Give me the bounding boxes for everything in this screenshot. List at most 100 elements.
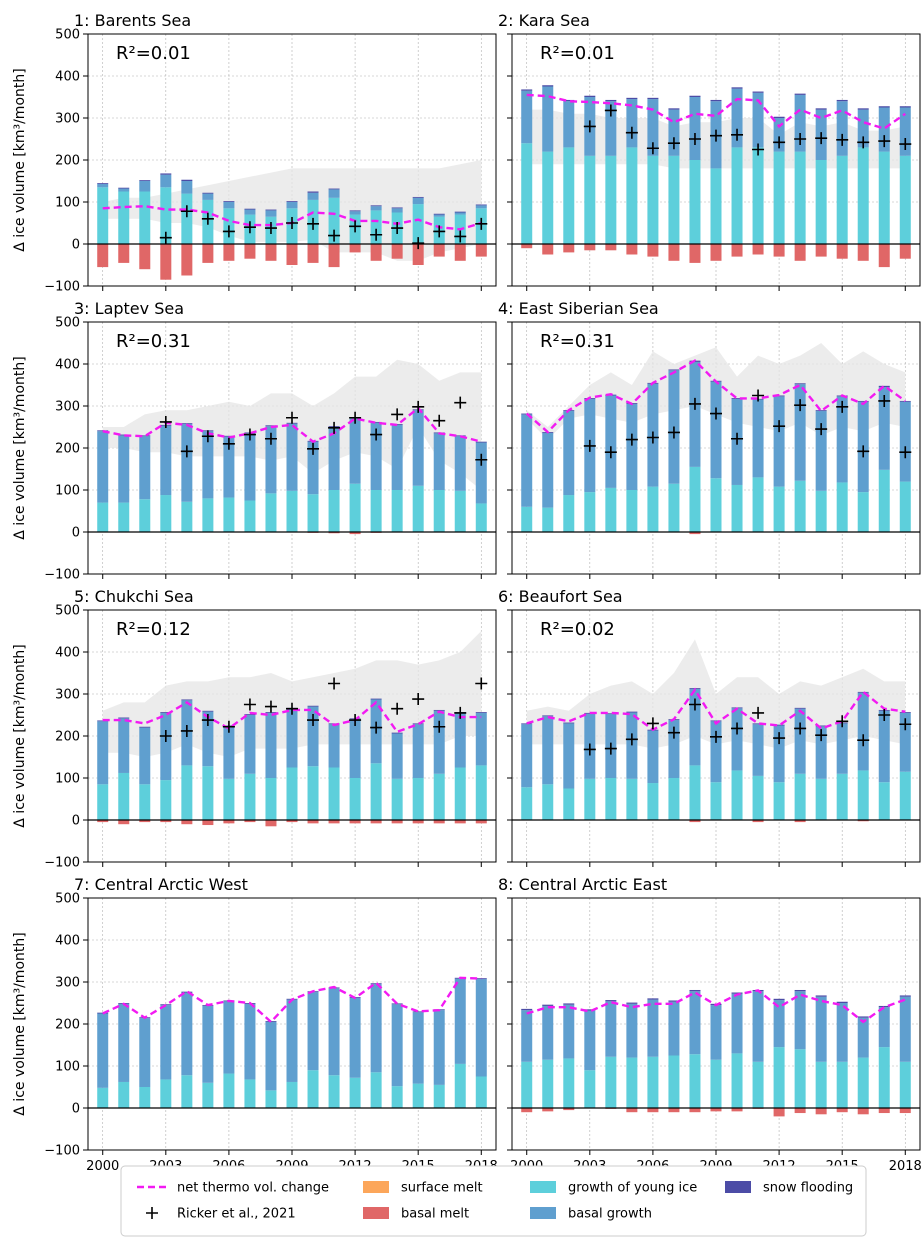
r2-annotation: R²=0.01 (116, 43, 191, 64)
legend-label: growth of young ice (568, 1181, 697, 1196)
bar-basal-growth (689, 688, 701, 766)
bar-young-ice (752, 1061, 764, 1108)
bar-snow-flooding (265, 425, 277, 427)
bar-basal-growth (118, 1003, 130, 1082)
bar-snow-flooding (815, 108, 827, 110)
bar-young-ice (794, 480, 806, 532)
bar-young-ice (878, 1047, 890, 1108)
ricker-marker (328, 677, 341, 690)
bar-snow-flooding (370, 698, 382, 700)
bar-basal-growth (710, 381, 722, 479)
bar-basal-growth (731, 88, 743, 148)
bar-basal-growth (773, 725, 785, 783)
ricker-marker (159, 730, 172, 742)
bar-basal-melt (244, 244, 256, 259)
bar-snow-flooding (794, 989, 806, 992)
bar-young-ice (328, 197, 340, 244)
ricker-marker (688, 133, 701, 145)
bar-young-ice (139, 1087, 151, 1108)
bar-basal-melt (773, 1108, 785, 1117)
bar-basal-growth (244, 1003, 256, 1080)
bar-basal-growth (752, 399, 764, 478)
legend-label: basal melt (401, 1207, 469, 1222)
bar-basal-growth (391, 1004, 403, 1087)
bar-basal-growth (454, 212, 466, 215)
y-axis-label: Δ ice volume [km³/month] (12, 932, 28, 1115)
bar-young-ice (223, 778, 235, 820)
bar-basal-growth (181, 424, 193, 502)
bar-snow-flooding (223, 201, 235, 202)
bar-young-ice (584, 778, 596, 820)
bar-basal-growth (328, 988, 340, 1076)
bar-basal-growth (454, 978, 466, 1064)
ricker-marker (264, 222, 277, 235)
ricker-marker (688, 397, 701, 410)
bar-basal-growth (412, 724, 424, 778)
bar-basal-growth (689, 991, 701, 1055)
bar-snow-flooding (626, 1002, 638, 1004)
bar-basal-growth (118, 718, 130, 773)
bar-basal-growth (475, 979, 487, 1077)
bar-basal-growth (836, 396, 848, 483)
bar-snow-flooding (244, 208, 256, 210)
bar-young-ice (454, 490, 466, 532)
spread-band (102, 631, 482, 757)
y-axis-label: Δ ice volume [km³/month] (12, 644, 28, 827)
ricker-marker (201, 212, 214, 225)
bar-basal-growth (223, 726, 235, 779)
bar-young-ice (286, 1081, 298, 1108)
bar-basal-melt (836, 1108, 848, 1113)
legend-swatch (363, 1207, 389, 1219)
bar-young-ice (433, 490, 445, 532)
bar-young-ice (118, 772, 130, 820)
bar-young-ice (307, 1070, 319, 1108)
bar-young-ice (563, 147, 575, 244)
bar-young-ice (265, 1090, 277, 1108)
bar-young-ice (475, 1076, 487, 1108)
bar-basal-melt (521, 1108, 533, 1113)
bar-basal-growth (244, 433, 256, 501)
bar-young-ice (836, 1061, 848, 1108)
bar-basal-growth (731, 993, 743, 1054)
bar-basal-growth (815, 726, 827, 779)
bar-young-ice (391, 778, 403, 820)
bar-basal-growth (202, 431, 214, 499)
bar-young-ice (752, 775, 764, 820)
bar-basal-growth (97, 183, 109, 188)
bar-young-ice (475, 503, 487, 532)
bar-young-ice (584, 1070, 596, 1108)
bar-snow-flooding (244, 714, 256, 715)
bar-young-ice (731, 1053, 743, 1108)
bar-snow-flooding (857, 691, 869, 693)
bar-basal-growth (286, 708, 298, 768)
bar-snow-flooding (815, 725, 827, 727)
bar-basal-growth (118, 435, 130, 503)
legend-swatch (363, 1181, 389, 1193)
ricker-marker (878, 709, 891, 721)
bar-snow-flooding (668, 108, 680, 110)
ricker-marker (710, 407, 722, 420)
bar-young-ice (370, 763, 382, 820)
bar-young-ice (899, 481, 911, 532)
bar-basal-growth (563, 723, 575, 789)
bar-basal-growth (202, 1005, 214, 1083)
bar-snow-flooding (878, 385, 890, 388)
bar-basal-melt (731, 1108, 743, 1112)
ricker-marker (391, 222, 404, 235)
bar-young-ice (223, 497, 235, 532)
bar-basal-melt (689, 820, 701, 823)
ricker-marker (180, 205, 193, 218)
bar-snow-flooding (815, 995, 827, 997)
ricker-marker (857, 445, 870, 458)
bar-young-ice (542, 1059, 554, 1108)
bar-basal-growth (731, 708, 743, 771)
y-tick-label: −100 (44, 568, 80, 583)
bar-basal-melt (899, 1108, 911, 1114)
bar-basal-growth (181, 992, 193, 1076)
bar-basal-growth (836, 1003, 848, 1062)
bar-basal-growth (521, 724, 533, 788)
bar-basal-growth (836, 723, 848, 774)
bar-basal-growth (307, 441, 319, 495)
bar-basal-growth (160, 1005, 172, 1080)
bar-snow-flooding (710, 720, 722, 722)
